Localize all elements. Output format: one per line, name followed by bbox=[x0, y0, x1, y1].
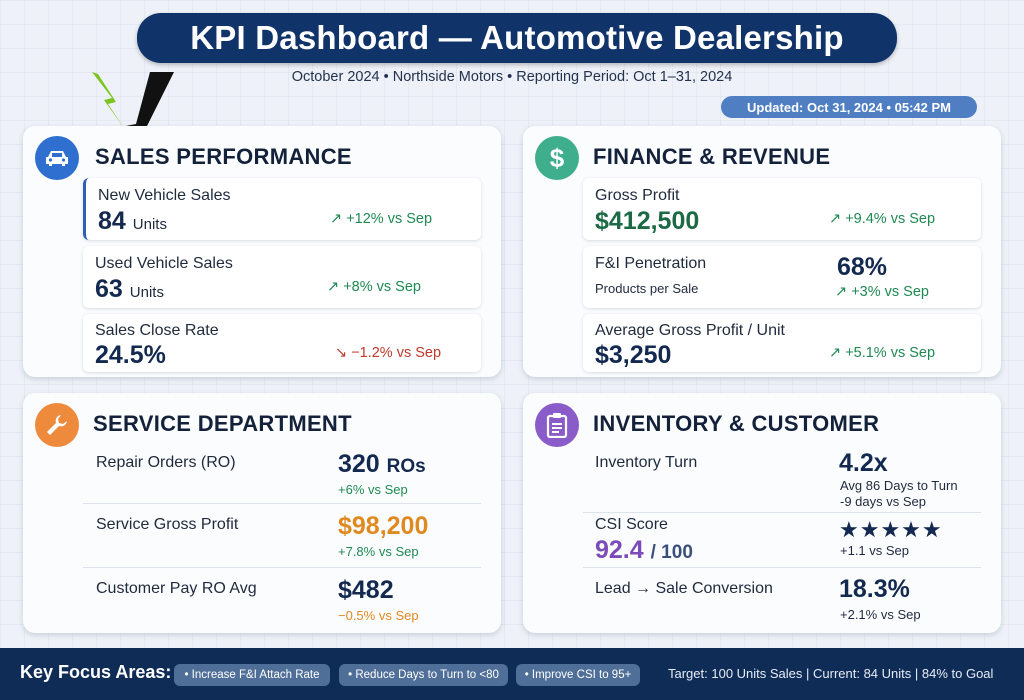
brand-logo-icon bbox=[92, 72, 174, 132]
dollar-icon: $ bbox=[535, 136, 579, 180]
new-vehicle-sales-panel: New Vehicle Sales 84 Units ↗ +12% vs Sep bbox=[83, 178, 481, 240]
csi-score-value: 92.4 / 100 bbox=[595, 536, 693, 564]
avg-gross-profit-label: Average Gross Profit / Unit bbox=[595, 322, 785, 339]
csi-star-rating: ★★★★★ ★★★★★ bbox=[839, 517, 943, 542]
csi-star-fill: ★★★★★ bbox=[839, 517, 943, 542]
focus-chip-fi[interactable]: • Increase F&I Attach Rate bbox=[174, 664, 330, 686]
used-vehicle-value: 63 Units bbox=[95, 275, 164, 303]
gross-profit-value: $412,500 bbox=[595, 207, 700, 235]
close-rate-value: 24.5% bbox=[95, 341, 166, 369]
key-focus-footer: Key Focus Areas: • Increase F&I Attach R… bbox=[0, 648, 1024, 700]
customer-pay-trend: −0.5% vs Sep bbox=[338, 608, 419, 623]
gross-profit-panel: Gross Profit $412,500 ↗ +9.4% vs Sep bbox=[583, 178, 981, 240]
trend-up-icon: ↗ bbox=[829, 345, 842, 361]
service-department-card: SERVICE DEPARTMENT Repair Orders (RO) 32… bbox=[23, 393, 501, 633]
lead-conversion-value: 18.3% bbox=[839, 575, 910, 603]
repair-orders-label: Repair Orders (RO) bbox=[96, 454, 236, 471]
repair-orders-value: 320 ROs bbox=[338, 450, 426, 478]
close-rate-panel: Sales Close Rate 24.5% ↘ −1.2% vs Sep bbox=[83, 314, 481, 372]
close-rate-trend: ↘ −1.2% vs Sep bbox=[335, 345, 442, 361]
trend-up-icon: ↗ bbox=[835, 284, 848, 300]
finance-revenue-card: $ FINANCE & REVENUE Gross Profit $412,50… bbox=[523, 126, 1001, 377]
trend-up-icon: ↗ bbox=[829, 211, 842, 227]
repair-orders-trend: +6% vs Sep bbox=[338, 482, 408, 497]
inventory-customer-card: INVENTORY & CUSTOMER Inventory Turn 4.2x… bbox=[523, 393, 1001, 633]
inventory-divider bbox=[583, 567, 981, 568]
inventory-divider bbox=[583, 512, 981, 513]
report-subtitle: October 2024 • Northside Motors • Report… bbox=[291, 69, 733, 85]
service-divider bbox=[83, 567, 481, 568]
lead-conversion-trend: +2.1% vs Sep bbox=[840, 607, 921, 622]
inventory-turn-label: Inventory Turn bbox=[595, 454, 698, 471]
key-focus-label: Key Focus Areas: bbox=[20, 662, 172, 682]
csi-score-label: CSI Score bbox=[595, 516, 668, 533]
customer-pay-label: Customer Pay RO Avg bbox=[96, 580, 257, 597]
dashboard-title: KPI Dashboard — Automotive Dealership bbox=[137, 13, 897, 63]
close-rate-label: Sales Close Rate bbox=[95, 322, 219, 339]
fi-penetration-label: F&I Penetration bbox=[595, 255, 707, 272]
updated-badge: Updated: Oct 31, 2024 • 05:42 PM bbox=[721, 96, 977, 118]
service-gross-profit-trend: +7.8% vs Sep bbox=[338, 544, 419, 559]
gross-profit-trend: ↗ +9.4% vs Sep bbox=[829, 211, 936, 227]
used-vehicle-trend: ↗ +8% vs Sep bbox=[327, 279, 421, 295]
service-divider bbox=[83, 503, 481, 504]
trend-up-icon: ↗ bbox=[330, 211, 343, 227]
avg-gross-profit-trend: ↗ +5.1% vs Sep bbox=[829, 345, 936, 361]
finance-title: FINANCE & REVENUE bbox=[593, 144, 831, 169]
wrench-icon bbox=[35, 403, 79, 447]
fi-penetration-panel: F&I Penetration Products per Sale 68% ↗ … bbox=[583, 246, 981, 308]
new-vehicle-label: New Vehicle Sales bbox=[98, 187, 231, 204]
sales-performance-card: SALES PERFORMANCE New Vehicle Sales 84 U… bbox=[23, 126, 501, 377]
service-gross-profit-value: $98,200 bbox=[338, 512, 429, 540]
focus-chip-csi[interactable]: • Improve CSI to 95+ bbox=[516, 664, 640, 686]
used-vehicle-sales-panel: Used Vehicle Sales 63 Units ↗ +8% vs Sep bbox=[83, 246, 481, 308]
sales-title: SALES PERFORMANCE bbox=[95, 144, 352, 169]
clipboard-icon bbox=[535, 403, 579, 447]
trend-up-icon: ↗ bbox=[327, 279, 340, 295]
inventory-turn-trend: -9 days vs Sep bbox=[840, 494, 926, 509]
fi-penetration-trend: ↗ +3% vs Sep bbox=[835, 284, 929, 300]
avg-gross-profit-panel: Average Gross Profit / Unit $3,250 ↗ +5.… bbox=[583, 314, 981, 372]
inventory-turn-value: 4.2x bbox=[839, 449, 888, 477]
inventory-turn-days: Avg 86 Days to Turn bbox=[840, 478, 958, 493]
new-vehicle-trend: ↗ +12% vs Sep bbox=[330, 211, 433, 227]
customer-pay-value: $482 bbox=[338, 576, 394, 604]
fi-subtitle: Products per Sale bbox=[595, 281, 699, 296]
car-icon bbox=[35, 136, 79, 180]
service-title: SERVICE DEPARTMENT bbox=[93, 411, 352, 436]
trend-down-icon: ↘ bbox=[335, 345, 348, 361]
inventory-title: INVENTORY & CUSTOMER bbox=[593, 411, 880, 436]
fi-penetration-value: 68% bbox=[837, 253, 888, 281]
gross-profit-label: Gross Profit bbox=[595, 187, 680, 204]
used-vehicle-label: Used Vehicle Sales bbox=[95, 255, 233, 272]
service-gross-profit-label: Service Gross Profit bbox=[96, 516, 239, 533]
lead-conversion-label: Lead → Sale Conversion bbox=[595, 580, 773, 597]
csi-score-trend: +1.1 vs Sep bbox=[840, 543, 910, 558]
avg-gross-profit-value: $3,250 bbox=[595, 341, 672, 369]
focus-chip-days-to-turn[interactable]: • Reduce Days to Turn to <80 bbox=[339, 664, 508, 686]
target-summary: Target: 100 Units Sales | Current: 84 Un… bbox=[668, 666, 994, 681]
new-vehicle-value: 84 Units bbox=[98, 207, 167, 235]
